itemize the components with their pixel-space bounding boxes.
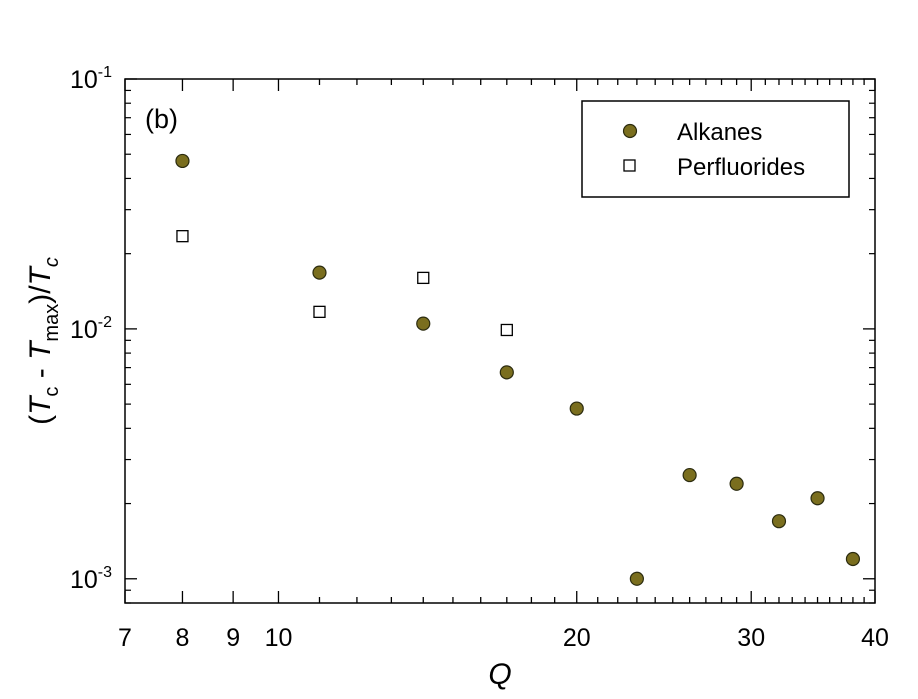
point-alkanes: [771, 514, 787, 529]
x-tick-label: 9: [226, 624, 240, 652]
legend-box: [581, 100, 850, 198]
point-perfluorides: [500, 323, 513, 337]
x-tick-label: 30: [737, 624, 765, 652]
legend-label-alkanes: Alkanes: [677, 119, 762, 146]
x-tick-label: 40: [861, 624, 889, 652]
y-tick-label: 10-2: [70, 314, 112, 344]
point-alkanes: [682, 467, 697, 483]
legend-label-perfluorides: Perfluorides: [677, 154, 805, 181]
point-alkanes: [569, 401, 584, 416]
legend: Alkanes Perfluorides: [581, 100, 850, 198]
plot-frame: [124, 78, 876, 604]
y-axis-title: (Tc - Tmax)/Tc: [24, 257, 63, 425]
point-alkanes: [499, 365, 514, 380]
point-perfluorides: [313, 305, 326, 319]
point-alkanes: [810, 491, 825, 506]
point-alkanes: [845, 551, 861, 567]
point-perfluorides: [417, 271, 430, 285]
point-alkanes: [416, 316, 431, 331]
point-perfluorides: [176, 230, 189, 243]
x-tick-label: 20: [563, 624, 591, 652]
y-tick-labels: 10-1 10-2 10-3: [70, 64, 112, 594]
x-tick-label: 7: [118, 624, 132, 652]
x-tick-label: 8: [176, 624, 190, 652]
y-tick-label: 10-1: [70, 64, 112, 94]
tick-marks: [124, 78, 876, 604]
point-alkanes: [175, 153, 190, 169]
legend-marker-alkanes: [622, 123, 638, 139]
y-tick-label: 10-3: [70, 564, 112, 594]
panel-label: (b): [145, 104, 178, 134]
legend-marker-perfluorides: [623, 159, 636, 172]
point-alkanes: [629, 571, 644, 586]
x-axis-title: Q: [488, 658, 511, 691]
point-alkanes: [312, 265, 327, 280]
x-tick-labels: 7 8 9 10 20 30 40: [118, 624, 889, 652]
data-points: [175, 153, 861, 586]
x-tick-label: 10: [265, 624, 293, 652]
point-alkanes: [729, 476, 744, 491]
